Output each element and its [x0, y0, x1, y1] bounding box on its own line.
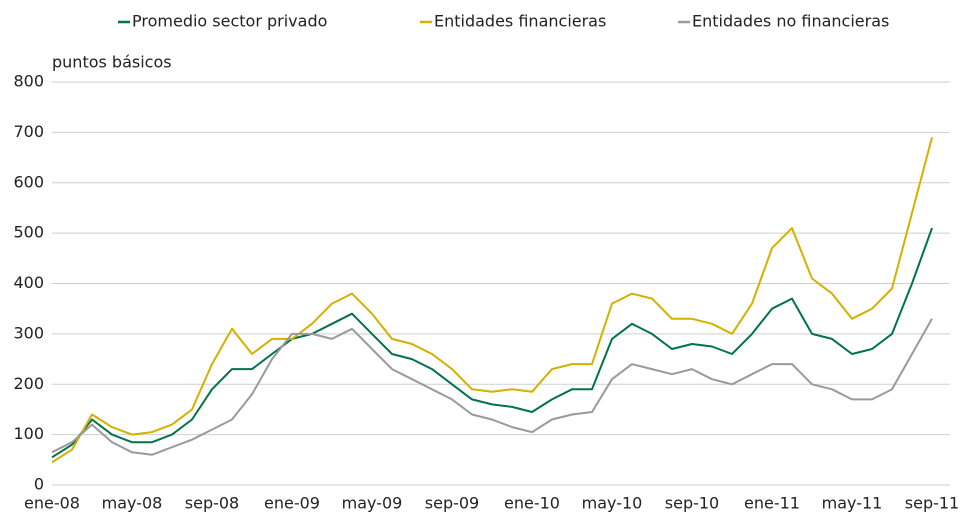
- x-tick-label: sep-10: [665, 494, 719, 513]
- x-tick-label: ene-10: [504, 494, 560, 513]
- y-tick-label: 0: [34, 475, 44, 494]
- x-tick-label: ene-09: [264, 494, 320, 513]
- y-tick-label: 800: [13, 72, 44, 91]
- x-tick-label: sep-08: [185, 494, 239, 513]
- x-tick-label: sep-09: [425, 494, 479, 513]
- series-line: [51, 137, 933, 464]
- y-tick-label: 200: [13, 374, 44, 393]
- x-tick-label: ene-11: [744, 494, 800, 513]
- y-tick-label: 600: [13, 172, 44, 191]
- x-tick-label: may-09: [342, 494, 403, 513]
- series-line: [51, 318, 933, 456]
- y-tick-label: 300: [13, 323, 44, 342]
- series-line: [51, 227, 933, 459]
- legend-label: Entidades financieras: [434, 12, 606, 31]
- y-tick-label: 700: [13, 122, 44, 141]
- x-tick-label: may-11: [822, 494, 883, 513]
- y-tick-label: 400: [13, 273, 44, 292]
- x-tick-label: may-08: [102, 494, 163, 513]
- x-tick-label: sep-11: [905, 494, 959, 513]
- legend-label: Entidades no financieras: [692, 12, 889, 31]
- legend-label: Promedio sector privado: [132, 12, 327, 31]
- x-tick-label: may-10: [582, 494, 643, 513]
- y-tick-label: 500: [13, 223, 44, 242]
- x-tick-label: ene-08: [24, 494, 80, 513]
- y-axis-label: puntos básicos: [52, 53, 172, 72]
- y-tick-label: 100: [13, 424, 44, 443]
